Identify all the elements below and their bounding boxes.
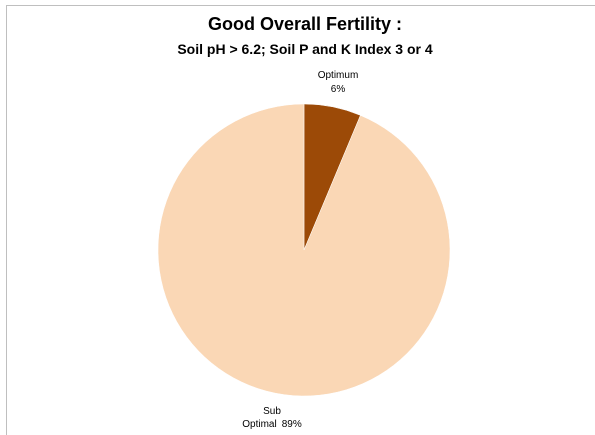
pie-slice-sub-optimal bbox=[157, 103, 451, 397]
slice-label-sub-optimal-line2: Optimal 89% bbox=[242, 419, 302, 429]
chart-subtitle: Soil pH > 6.2; Soil P and K Index 3 or 4 bbox=[177, 41, 433, 57]
slice-value-optimum: 6% bbox=[331, 84, 346, 95]
chart-frame bbox=[6, 5, 595, 435]
pie-labels: Optimum 6% Sub Optimal 89% bbox=[242, 70, 358, 429]
slice-label-optimum: Optimum bbox=[318, 70, 359, 81]
pie-slices bbox=[157, 103, 451, 397]
chart-title: Good Overall Fertility : bbox=[207, 14, 403, 34]
slice-label-sub-optimal-line1: Sub bbox=[263, 406, 281, 417]
